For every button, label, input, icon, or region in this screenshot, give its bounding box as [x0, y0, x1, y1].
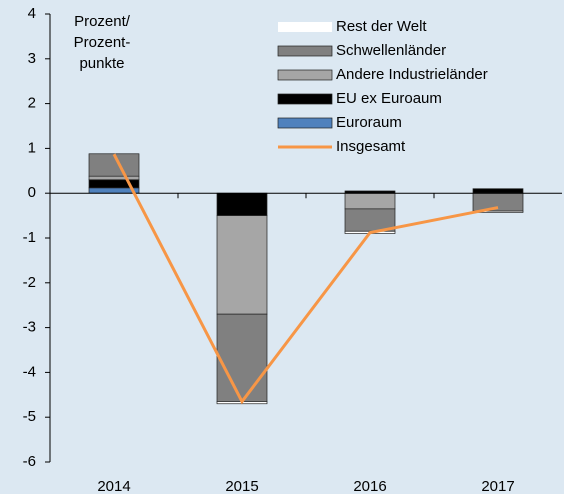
bar-segment	[216, 215, 268, 315]
y-tick-label: -6	[23, 453, 36, 470]
unit-label: Prozent-	[74, 34, 131, 51]
legend-swatch	[277, 45, 333, 57]
legend-label: EU ex Euroaum	[336, 90, 442, 107]
legend-label: Andere Industrieländer	[336, 66, 488, 83]
legend-label: Euroraum	[336, 114, 402, 131]
unit-label: punkte	[79, 55, 124, 72]
legend-swatch	[277, 93, 333, 105]
legend-swatch	[278, 22, 332, 32]
y-tick-label: 2	[28, 95, 36, 112]
y-tick-label: 0	[28, 184, 36, 201]
bar-segment	[88, 153, 140, 177]
y-tick-label: -2	[23, 274, 36, 291]
x-tick-label: 2016	[353, 478, 386, 494]
y-tick-label: 3	[28, 50, 36, 67]
legend-swatch	[277, 117, 333, 129]
bar-segment	[216, 192, 268, 216]
total-line	[112, 153, 499, 405]
y-tick-label: 4	[28, 5, 36, 22]
y-tick-label: -1	[23, 229, 36, 246]
x-tick-label: 2014	[97, 478, 130, 494]
y-tick-label: -4	[23, 363, 36, 380]
x-tick-label: 2017	[481, 478, 514, 494]
bar-segment	[216, 313, 268, 402]
y-tick-label: -5	[23, 408, 36, 425]
x-tick-label: 2015	[225, 478, 258, 494]
legend-label: Rest der Welt	[336, 18, 427, 35]
bar-segment	[344, 192, 396, 210]
bar-segment	[88, 175, 140, 181]
y-tick-label: 1	[28, 139, 36, 156]
legend-label: Insgesamt	[336, 138, 406, 155]
legend-swatch	[277, 69, 333, 81]
y-tick-label: -3	[23, 319, 36, 336]
bar-segment	[472, 188, 524, 194]
unit-label: Prozent/	[74, 13, 131, 30]
legend-label: Schwellenländer	[336, 42, 446, 59]
